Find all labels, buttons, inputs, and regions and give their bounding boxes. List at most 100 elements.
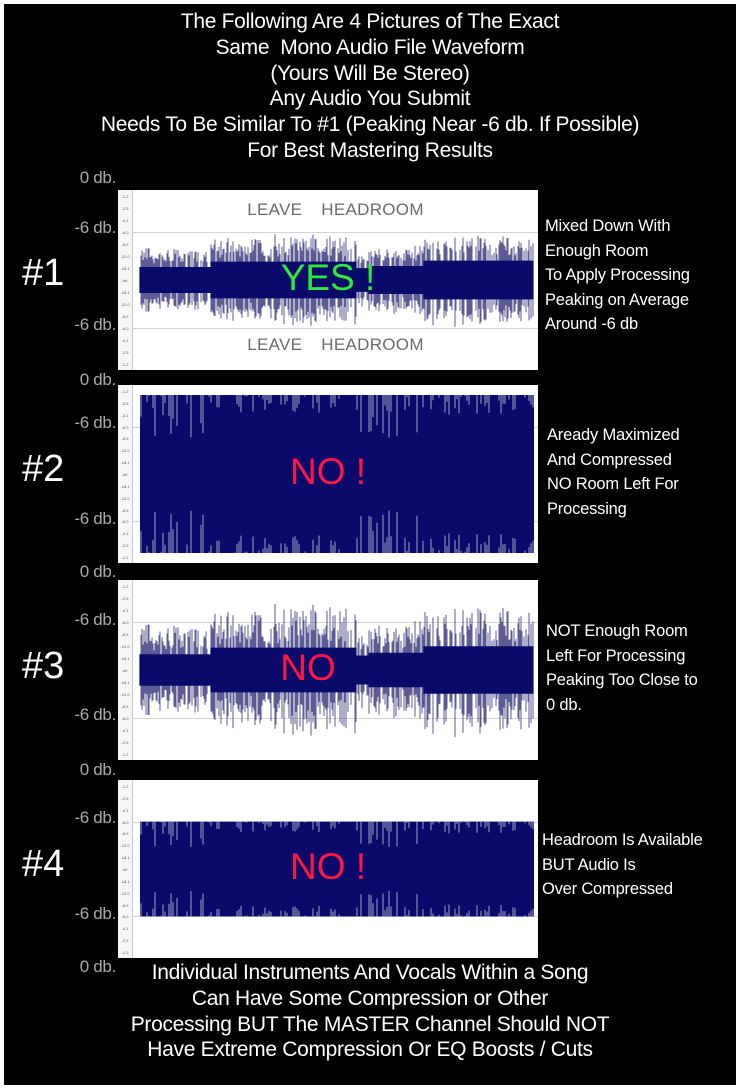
db-label-0: 0 db. — [79, 760, 117, 779]
db-label-minus6: -6 db. — [74, 218, 116, 237]
axis-tick: -2.5 — [121, 740, 129, 745]
axis-tick: -12.0 — [120, 692, 130, 697]
axis-tick: -18.1 — [120, 855, 130, 861]
db-label-0: 0 db. — [79, 562, 117, 581]
db-label-minus6: -6 db. — [74, 705, 116, 724]
header-line: (Yours Will Be Stereo) — [270, 61, 470, 85]
footer-text: Individual Instruments And Vocals Within… — [0, 960, 740, 1063]
waveform-graphic — [140, 821, 534, 917]
axis-tick: -18.1 — [120, 266, 130, 271]
description-line: NOT Enough Room — [546, 622, 688, 640]
waveform-graphic — [139, 234, 534, 327]
axis-tick: -2.5 — [121, 543, 129, 549]
axis-tick: -1.2 — [121, 555, 129, 560]
verdict-label: NO — [280, 647, 336, 688]
db-label-minus6: -6 db. — [74, 413, 116, 432]
axis-tick: -12.0 — [120, 302, 130, 307]
axis-tick: -2.5 — [121, 596, 129, 601]
header-line: The Following Are 4 Pictures of The Exac… — [180, 10, 560, 33]
axis-tick: -1.2 — [121, 950, 129, 955]
panel-number-3: #3 — [22, 645, 65, 687]
headroom-label-top: LEAVE HEADROOM — [247, 200, 424, 219]
axis-tick: -8.5 — [121, 902, 129, 908]
axis-tick: -18.1 — [120, 878, 130, 884]
description-line: Headroom Is Available — [542, 831, 703, 849]
panel-number-1: #1 — [22, 252, 65, 294]
axis-tick: -2.5 — [121, 938, 129, 944]
description-line: Over Compressed — [542, 880, 673, 898]
axis-tick: -4.1 — [121, 412, 129, 418]
axis-tick: -18.1 — [120, 680, 130, 685]
db-label-minus6: -6 db. — [74, 610, 116, 629]
axis-tick: -18.1 — [120, 483, 130, 489]
db-label-minus6: -6 db. — [74, 315, 116, 334]
waveform-graphic — [139, 603, 534, 738]
axis-tick: -6.0 — [121, 716, 129, 721]
axis-tick: -Inf. — [121, 867, 129, 872]
minus-6db-gridline — [133, 232, 538, 233]
description-line: BUT Audio Is — [542, 855, 636, 874]
axis-tick: -2.5 — [121, 350, 129, 355]
description-line: And Compressed — [547, 450, 672, 469]
footer-line: Individual Instruments And Vocals Within… — [151, 961, 589, 984]
footer-line: Have Extreme Compression Or EQ Boosts / … — [147, 1038, 593, 1062]
description-line: NO Room Left For — [547, 475, 679, 493]
waveform-panel-3: -1.2 -2.5 -4.1 -6.0 -8.5 -12.0 -18.1 -Inf. -18.1… — [118, 580, 538, 760]
verdict-label: NO ! — [289, 846, 367, 887]
minus-6db-gridline — [133, 622, 538, 623]
axis-tick: -1.2 — [121, 752, 129, 757]
header-line: For Best Mastering Results — [247, 138, 493, 162]
waveform-panel-4: -1.2 -2.5 -4.1 -6.0 -8.5 -12.0 -18.1 -Inf. -18.1… — [118, 780, 538, 958]
db-axis: -1.2 -2.5 -4.1 -6.0 -8.5 -12.0 -18.1 -Inf. -18.1… — [118, 385, 133, 563]
description-line: Mixed Down With — [545, 217, 671, 235]
axis-tick: -6.0 — [121, 326, 129, 331]
panel-number-4: #4 — [22, 843, 65, 885]
axis-tick: -4.1 — [121, 608, 129, 613]
axis-tick: -4.1 — [121, 926, 129, 932]
axis-tick: -12.0 — [120, 644, 130, 649]
axis-tick: -8.5 — [121, 831, 129, 837]
description-line: Enough Room — [545, 241, 649, 260]
description-line: To Apply Processing — [545, 266, 690, 284]
axis-tick: -18.1 — [120, 656, 130, 661]
panel-description-1: Mixed Down With Enough Room To Apply Pro… — [545, 214, 690, 337]
axis-tick: -1.2 — [121, 389, 129, 394]
axis-tick: -12.0 — [120, 890, 130, 896]
axis-tick: -1.2 — [121, 362, 129, 367]
axis-tick: -1.2 — [121, 584, 129, 589]
db-axis: -1.2 -2.5 -4.1 -6.0 -8.5 -12.0 -18.1 -Inf. -18.1… — [118, 580, 133, 760]
axis-tick: -8.5 — [121, 704, 129, 709]
axis-tick: -6.0 — [121, 424, 129, 430]
axis-tick: -Inf. — [121, 668, 129, 673]
headroom-label-bottom: LEAVE HEADROOM — [247, 335, 424, 354]
axis-tick: -6.0 — [121, 230, 129, 235]
verdict-label: YES ! — [280, 257, 376, 298]
description-line: Aready Maximized — [547, 426, 680, 444]
description-line: Peaking Too Close to — [546, 671, 698, 689]
axis-tick: -8.5 — [121, 632, 129, 637]
axis-tick: -12.0 — [120, 843, 130, 849]
header-line: Any Audio You Submit — [269, 87, 471, 111]
header-line: Same Mono Audio File Waveform — [215, 35, 525, 59]
db-label-0: 0 db. — [79, 370, 117, 389]
footer-line: Can Have Some Compression or Other — [191, 986, 549, 1010]
axis-tick: -8.5 — [121, 507, 129, 513]
axis-tick: -4.1 — [121, 531, 129, 537]
axis-tick: -2.5 — [121, 400, 129, 406]
axis-tick: -6.0 — [121, 819, 129, 825]
axis-tick: -6.0 — [121, 914, 129, 920]
axis-tick: -8.5 — [121, 242, 129, 247]
axis-tick: -1.2 — [121, 194, 129, 199]
db-label-0: 0 db. — [79, 168, 117, 187]
db-axis: -1.2 -2.5 -4.1 -6.0 -8.5 -12.0 -18.1 -Inf. -18.1… — [118, 780, 133, 958]
axis-tick: -4.1 — [121, 338, 129, 343]
verdict-label: NO ! — [289, 451, 367, 492]
footer-line: Processing BUT The MASTER Channel Should… — [130, 1012, 610, 1036]
minus-6db-gridline — [133, 916, 538, 917]
db-label-minus6: -6 db. — [74, 904, 116, 923]
description-line: 0 db. — [546, 695, 582, 714]
axis-tick: -12.0 — [120, 254, 130, 259]
axis-tick: -18.1 — [120, 460, 130, 466]
db-axis: -1.2 -2.5 -4.1 -6.0 -8.5 -12.0 -18.1 -Inf. -18.1… — [118, 190, 133, 370]
description-line: Peaking on Average — [545, 290, 689, 309]
